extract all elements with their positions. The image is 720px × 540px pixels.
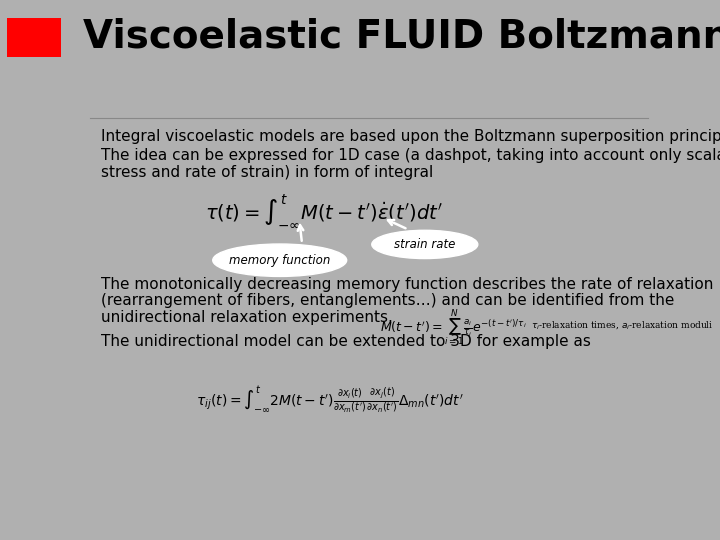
Text: The idea can be expressed for 1D case (a dashpot, taking into account only scala: The idea can be expressed for 1D case (a… <box>101 148 720 163</box>
Text: MHMT3: MHMT3 <box>8 31 60 44</box>
Ellipse shape <box>372 230 478 259</box>
Ellipse shape <box>213 244 347 276</box>
Text: Integral viscoelastic models are based upon the Boltzmann superposition principl: Integral viscoelastic models are based u… <box>101 129 720 144</box>
Text: stress and rate of strain) in form of integral: stress and rate of strain) in form of in… <box>101 165 433 180</box>
Text: strain rate: strain rate <box>394 238 456 251</box>
Text: $\tau_i$-relaxation times, $a_i$-relaxation moduli: $\tau_i$-relaxation times, $a_i$-relaxat… <box>531 319 714 331</box>
Text: The unidirectional model can be extended to 3D for example as: The unidirectional model can be extended… <box>101 334 591 349</box>
Text: Viscoelastic FLUID Boltzmann: Viscoelastic FLUID Boltzmann <box>83 18 720 56</box>
Text: The monotonically decreasing memory function describes the rate of relaxation: The monotonically decreasing memory func… <box>101 277 714 292</box>
Text: memory function: memory function <box>229 254 330 267</box>
Text: unidirectional relaxation experiments.: unidirectional relaxation experiments. <box>101 310 393 325</box>
Text: (rearrangement of fibers, entanglements…) and can be identified from the: (rearrangement of fibers, entanglements…… <box>101 294 675 308</box>
Text: $M(t-t') = \sum_{i=1}^{N} \frac{a_i}{\tau_i} e^{-(t-t')/\tau_i}$: $M(t-t') = \sum_{i=1}^{N} \frac{a_i}{\ta… <box>380 308 527 348</box>
Text: $\tau(t) = \int_{-\infty}^{t} M(t-t')\dot{\varepsilon}(t')dt'$: $\tau(t) = \int_{-\infty}^{t} M(t-t')\do… <box>205 193 444 230</box>
Text: $\tau_{ij}(t) = \int_{-\infty}^{t} 2M(t-t') \frac{\partial x_i(t)}{\partial x_m(: $\tau_{ij}(t) = \int_{-\infty}^{t} 2M(t-… <box>196 384 464 415</box>
